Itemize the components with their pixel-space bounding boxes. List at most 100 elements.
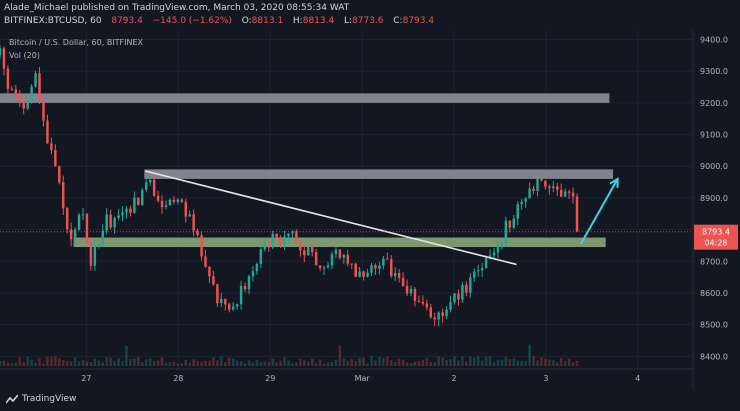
candle-body (484, 258, 488, 268)
candle-body (192, 214, 195, 231)
candle-body (117, 215, 120, 219)
candle-body (540, 179, 543, 181)
candle-body (105, 214, 108, 231)
candle-body (393, 272, 397, 277)
candle-body (476, 270, 480, 272)
candle-body (532, 188, 535, 191)
resistance-zone[interactable] (144, 169, 614, 179)
volume-bar (275, 362, 278, 366)
volume-bar (492, 362, 496, 366)
candle-body (559, 189, 563, 197)
tradingview-brand[interactable]: TradingView (6, 394, 76, 404)
volume-bar (429, 361, 433, 366)
volume-bar (433, 362, 436, 366)
volume-bar (239, 361, 243, 366)
candle-body (275, 233, 278, 238)
volume-bar (212, 357, 215, 366)
candle-body (26, 101, 29, 109)
descending-trendline[interactable] (145, 170, 517, 266)
volume-bar (500, 359, 504, 366)
volume-bar (552, 360, 555, 366)
candle-body (417, 300, 421, 302)
candle-body (129, 208, 132, 213)
volume-bar (34, 362, 37, 366)
candle-body (156, 195, 160, 201)
volume-bar (556, 362, 559, 366)
volume-bar (81, 360, 85, 366)
projection-arrow-head (609, 177, 619, 188)
volume-bar (141, 362, 144, 366)
candle-body (14, 89, 18, 97)
candle-body (184, 201, 187, 217)
time-tick-label: 2 (451, 374, 456, 383)
volume-bar (362, 357, 365, 366)
candle-body (58, 166, 61, 183)
volume-bar (421, 359, 425, 366)
volume-bar (164, 363, 168, 366)
support-zone[interactable] (73, 237, 606, 248)
candle-body (6, 68, 10, 89)
candle-body (50, 143, 53, 151)
candle-body (22, 100, 25, 109)
volume-bar (10, 363, 14, 366)
price-tick-label: 8500.0 (700, 321, 728, 330)
volume-bar (259, 362, 263, 366)
candle-body (390, 259, 393, 277)
candle-body (437, 312, 440, 320)
price-zones (0, 93, 614, 248)
candle-body (30, 86, 33, 102)
candle-body (204, 256, 207, 267)
candle-body (465, 284, 468, 293)
candle-body (473, 271, 476, 278)
volume-bar (235, 360, 239, 366)
projection-arrow[interactable] (579, 178, 619, 245)
volume-bar (449, 358, 452, 366)
candle-body (180, 199, 184, 202)
candle-body (310, 246, 314, 253)
volume-bar (184, 359, 187, 366)
candle-body (172, 199, 176, 202)
candle-body (528, 188, 531, 199)
time-axis[interactable]: 27 28 29 Mar 2 3 4 (81, 374, 640, 383)
candle-body (212, 276, 215, 285)
resistance-zone[interactable] (0, 93, 610, 103)
candle-body (196, 230, 199, 236)
volume-bar (346, 360, 350, 366)
volume-bar (405, 362, 409, 366)
price-axis[interactable]: 8400.08500.08600.08700.08800.08900.09000… (700, 36, 728, 362)
volume-bar (366, 363, 369, 366)
volume-bar (453, 356, 456, 366)
candle-body (283, 236, 286, 246)
volume-bar (413, 361, 417, 366)
candle-body (548, 186, 551, 189)
price-tick-label: 9200.0 (700, 99, 728, 108)
volume-bar (89, 362, 93, 366)
volume-bar (299, 358, 302, 366)
candle-body (73, 229, 77, 240)
symbol-ohlc-line: BITFINEX:BTCUSD, 60 8793.4 −145.0 (−1.62… (4, 16, 434, 26)
volume-bar (326, 362, 330, 366)
candle-body (62, 182, 65, 209)
candle-body (247, 276, 251, 290)
price-tick-label: 9100.0 (700, 131, 728, 140)
volume-bar (287, 360, 290, 366)
time-tick-label: 4 (635, 374, 640, 383)
candle-body (480, 267, 484, 271)
last-price-badge (694, 224, 738, 250)
candle-body (318, 265, 322, 269)
candle-body (469, 277, 472, 293)
candle-body (176, 199, 180, 202)
candle-body (34, 73, 37, 87)
volume-bar (425, 357, 429, 366)
candle-body (409, 288, 413, 294)
candle-body (188, 214, 191, 217)
candle-body (326, 265, 330, 268)
candle-body (544, 180, 547, 187)
volume-bar (303, 360, 306, 366)
volume-bar (563, 361, 567, 366)
bar-countdown-label: 04:28 (704, 239, 727, 248)
volume-bar (38, 358, 41, 366)
price-tick-label: 9300.0 (700, 67, 728, 76)
candle-body (121, 212, 124, 216)
